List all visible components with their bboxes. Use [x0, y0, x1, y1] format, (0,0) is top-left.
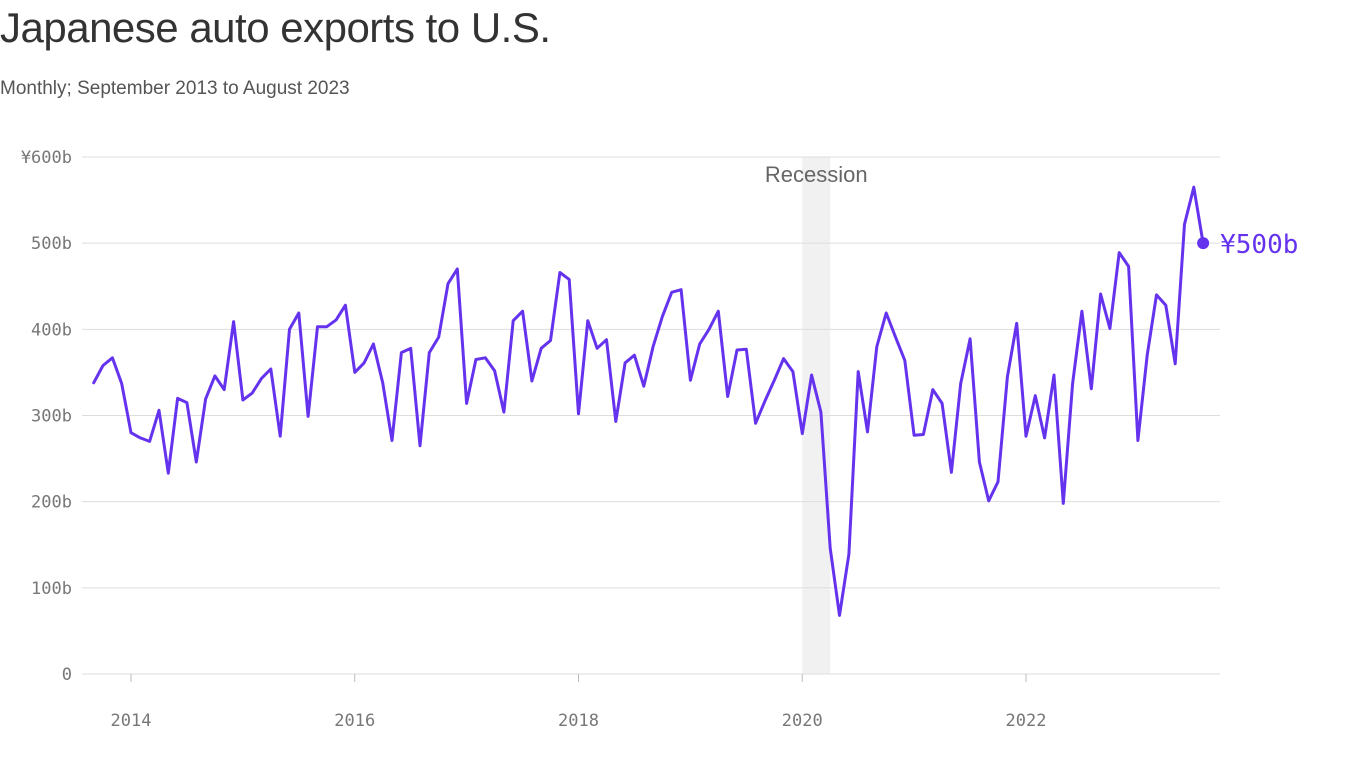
recession-label: Recession — [765, 162, 868, 187]
y-tick-label: 0 — [62, 665, 72, 685]
x-tick-label: 2018 — [558, 711, 599, 731]
chart-title: Japanese auto exports to U.S. — [0, 4, 551, 51]
x-tick-label: 2016 — [334, 711, 375, 731]
x-tick-label: 2020 — [782, 711, 823, 731]
x-tick-label: 2022 — [1006, 711, 1047, 731]
x-tick-label: 2014 — [111, 711, 152, 731]
y-tick-label: 200b — [31, 493, 72, 513]
y-tick-label: ¥600b — [21, 148, 72, 168]
y-tick-label: 300b — [31, 407, 72, 427]
y-tick-label: 500b — [31, 234, 72, 254]
series-line — [92, 185, 1205, 617]
chart-subtitle: Monthly; September 2013 to August 2023 — [0, 78, 350, 99]
last-value-label: ¥500b — [1220, 230, 1298, 260]
x-axis-ticks: 2014 2016 2018 2020 2022 — [111, 674, 1047, 731]
series-layer: ¥500b — [92, 185, 1298, 617]
y-tick-label: 400b — [31, 320, 72, 340]
y-tick-label: 100b — [31, 579, 72, 599]
y-axis-ticks: 0 100b 200b 300b 400b 500b ¥600b — [21, 148, 72, 685]
gridlines — [82, 156, 1220, 675]
last-point-marker — [1197, 237, 1210, 250]
